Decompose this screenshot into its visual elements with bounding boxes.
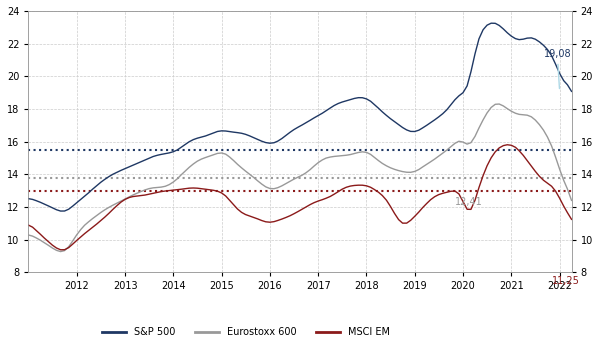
Legend: S&P 500, Eurostoxx 600, MSCI EM: S&P 500, Eurostoxx 600, MSCI EM — [98, 323, 394, 341]
Text: 12,41: 12,41 — [455, 197, 482, 208]
Text: 19,08: 19,08 — [544, 49, 571, 89]
Text: 11,25: 11,25 — [551, 276, 580, 286]
